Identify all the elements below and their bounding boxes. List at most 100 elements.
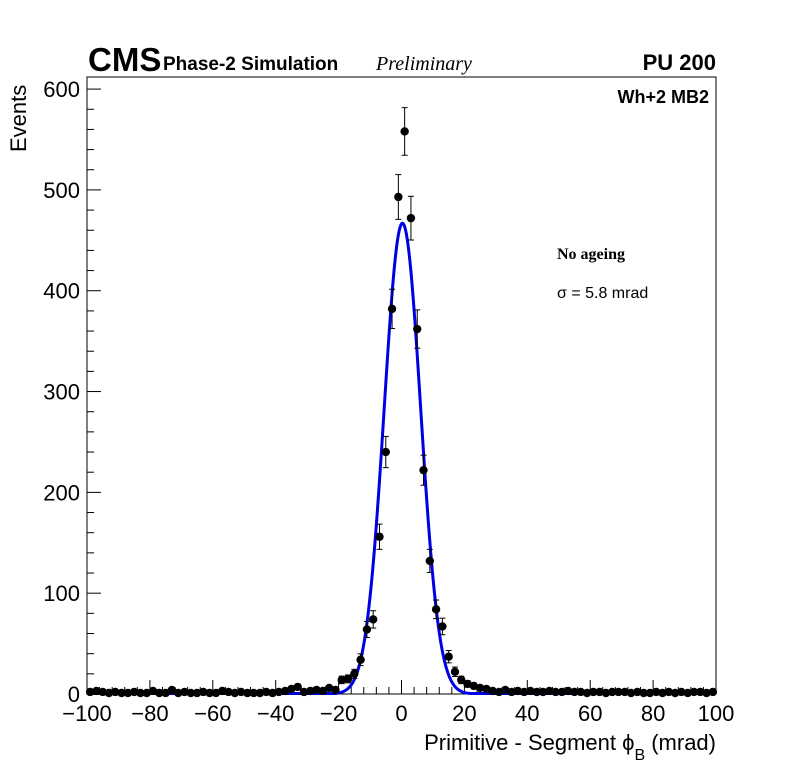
- data-point: [218, 686, 227, 696]
- data-point: [639, 688, 648, 698]
- data-point: [199, 687, 208, 697]
- y-tick-label: 200: [43, 480, 80, 505]
- x-tick-label: 100: [698, 701, 735, 726]
- data-point: [457, 675, 466, 685]
- data-point: [368, 615, 378, 624]
- x-tick-label: −40: [257, 701, 294, 726]
- data-point: [129, 687, 139, 697]
- sigma-label: σ = 5.8 mrad: [557, 285, 648, 302]
- data-point: [85, 687, 95, 697]
- data-point: [526, 686, 535, 696]
- data-point: [123, 688, 133, 698]
- data-point: [557, 687, 567, 697]
- data-point: [262, 687, 271, 697]
- data-point: [394, 192, 403, 202]
- x-tick-label: 0: [395, 701, 407, 726]
- data-point: [431, 605, 441, 614]
- data-point: [677, 687, 686, 697]
- data-point: [708, 687, 718, 697]
- data-point: [136, 688, 145, 698]
- data-point: [161, 688, 170, 698]
- data-point: [299, 687, 309, 697]
- x-tick-label: 20: [452, 701, 476, 726]
- data-point: [255, 688, 265, 698]
- data-point: [601, 688, 611, 698]
- x-tick-label: 60: [578, 701, 602, 726]
- x-tick-label: −20: [320, 701, 357, 726]
- x-axis-title-sub: B: [634, 747, 645, 764]
- data-point: [519, 687, 529, 697]
- data-point: [589, 687, 598, 697]
- cms-label: CMS: [88, 41, 161, 78]
- chamber-label: Wh+2 MB2: [617, 87, 709, 107]
- data-point: [608, 687, 617, 697]
- data-point: [488, 686, 497, 696]
- plot-frame: [86, 76, 717, 695]
- data-point: [570, 687, 579, 697]
- data-point: [425, 556, 435, 566]
- y-tick-label: 100: [43, 581, 80, 606]
- simulation-label: Phase-2 Simulation: [163, 54, 338, 75]
- data-point: [620, 687, 629, 697]
- y-tick-label: 500: [43, 178, 80, 203]
- data-point: [626, 688, 636, 698]
- data-point: [356, 655, 365, 664]
- data-point: [236, 687, 246, 697]
- data-point: [180, 687, 189, 697]
- data-point: [387, 304, 397, 314]
- data-point: [337, 675, 346, 685]
- data-point: [249, 688, 258, 698]
- data-point: [155, 688, 164, 698]
- condition-label: No ageing: [557, 246, 625, 263]
- data-point: [475, 683, 485, 693]
- data-point: [645, 688, 655, 698]
- data-point: [563, 686, 573, 696]
- x-tick-label: −80: [131, 701, 168, 726]
- axis-ticks: [86, 88, 717, 695]
- data-point: [111, 687, 120, 697]
- data-point: [670, 688, 680, 698]
- data-point: [450, 667, 460, 677]
- x-tick-labels: −100 −80 −60 −40 −20 0 20 40 60 80 100: [62, 701, 734, 726]
- data-point: [702, 688, 711, 698]
- data-point: [205, 688, 214, 698]
- data-point: [582, 688, 592, 698]
- x-tick-label: 80: [641, 701, 665, 726]
- y-tick-label: 300: [43, 380, 80, 405]
- pileup-label: PU 200: [643, 50, 716, 75]
- data-point: [633, 687, 642, 697]
- data-point: [658, 688, 667, 698]
- data-point: [513, 686, 523, 696]
- data-point: [538, 687, 548, 697]
- y-tick-label: 0: [68, 682, 80, 707]
- sigma-symbol: σ: [557, 285, 567, 302]
- data-point: [595, 687, 604, 697]
- data-point: [350, 669, 359, 679]
- data-point: [507, 687, 516, 697]
- data-point: [576, 687, 585, 697]
- data-point: [683, 688, 692, 698]
- data-point: [689, 687, 699, 697]
- data-points: [85, 107, 718, 698]
- preliminary-label: Preliminary: [375, 53, 472, 75]
- data-point: [318, 686, 328, 696]
- data-point: [192, 688, 202, 698]
- data-point: [224, 687, 233, 697]
- data-point: [312, 685, 321, 695]
- x-axis-title: Primitive - Segment ϕB (mrad): [424, 730, 716, 764]
- data-point: [652, 687, 661, 697]
- data-point: [243, 688, 252, 698]
- data-point: [362, 625, 372, 634]
- data-point: [400, 127, 409, 136]
- data-point: [343, 674, 353, 684]
- data-point: [230, 688, 240, 698]
- data-point: [167, 685, 177, 695]
- data-point: [117, 688, 126, 698]
- data-point: [444, 652, 453, 661]
- data-point: [98, 687, 107, 697]
- y-tick-label: 400: [43, 279, 80, 304]
- data-point: [174, 688, 183, 698]
- y-tick-labels: 0 100 200 300 400 500 600: [43, 77, 80, 707]
- data-point: [532, 687, 541, 697]
